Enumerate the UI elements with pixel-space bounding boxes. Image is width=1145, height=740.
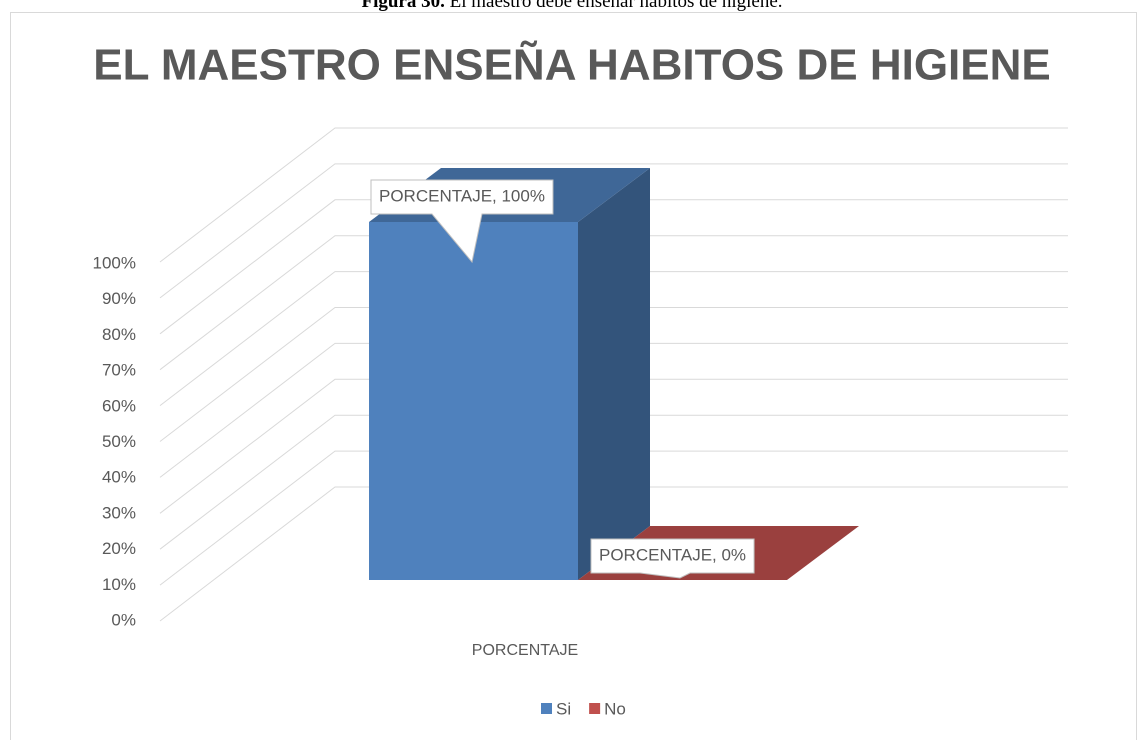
y-tick-label: 50% bbox=[102, 432, 136, 451]
legend-swatch bbox=[541, 703, 552, 714]
grid-line bbox=[159, 271, 1068, 406]
data-label-text: PORCENTAJE, 100% bbox=[379, 186, 545, 205]
grid-line bbox=[159, 486, 1068, 622]
caption-label: Figura 30. bbox=[361, 0, 444, 12]
bar-side bbox=[578, 168, 650, 580]
y-tick-label: 0% bbox=[111, 610, 136, 629]
grid-line bbox=[159, 199, 1068, 335]
caption-text: El maestro debe enseñar hábitos de higie… bbox=[450, 0, 783, 12]
y-tick-label: 90% bbox=[102, 289, 136, 308]
legend-swatch bbox=[589, 703, 601, 714]
y-tick-label: 20% bbox=[102, 539, 136, 558]
grid-line bbox=[159, 450, 1068, 586]
grid-line bbox=[159, 414, 1068, 550]
grid-line bbox=[159, 235, 1068, 371]
legend-label: Si bbox=[556, 699, 571, 718]
grid-line bbox=[159, 163, 1068, 299]
callout bbox=[590, 538, 755, 579]
grid-line bbox=[159, 307, 1068, 442]
callout bbox=[370, 179, 554, 264]
bar bbox=[369, 168, 650, 580]
legend-label: No bbox=[604, 699, 626, 718]
grid-line bbox=[159, 127, 1068, 263]
grid-line bbox=[159, 378, 1068, 514]
data-label-text: PORCENTAJE, 0% bbox=[599, 545, 746, 564]
caption: Figura 30. El maestro debe enseñar hábit… bbox=[361, 0, 782, 12]
grid-line bbox=[159, 342, 1068, 478]
bar-front bbox=[369, 222, 578, 580]
y-tick-label: 40% bbox=[102, 468, 136, 487]
y-tick-label: 70% bbox=[102, 361, 136, 380]
x-tick-label: PORCENTAJE bbox=[472, 642, 578, 659]
y-tick-label: 10% bbox=[102, 575, 136, 594]
y-tick-label: 80% bbox=[102, 325, 136, 344]
y-tick-label: 100% bbox=[93, 253, 136, 272]
y-tick-label: 60% bbox=[102, 396, 136, 415]
chart-title: EL MAESTRO ENSEÑA HABITOS DE HIGIENE bbox=[93, 40, 1051, 90]
data-label: PORCENTAJE, 0% bbox=[590, 538, 755, 579]
data-label: PORCENTAJE, 100% bbox=[370, 179, 554, 264]
y-tick-label: 30% bbox=[102, 503, 136, 522]
